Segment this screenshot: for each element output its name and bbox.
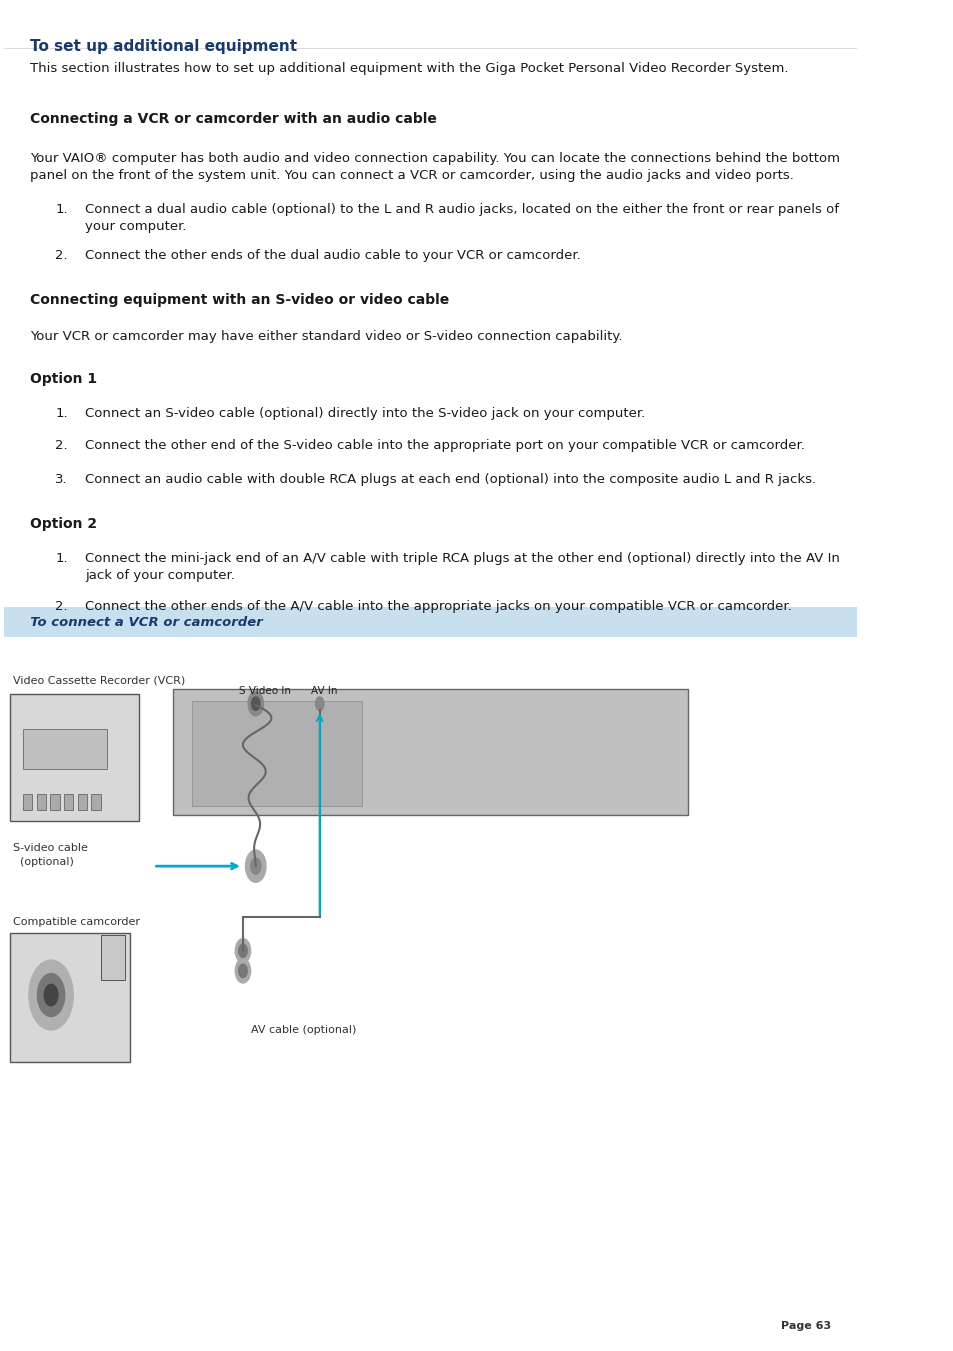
FancyBboxPatch shape (192, 701, 362, 805)
Circle shape (29, 961, 73, 1029)
Text: 2.: 2. (55, 600, 68, 613)
Text: 1.: 1. (55, 553, 68, 565)
FancyBboxPatch shape (64, 793, 73, 809)
Circle shape (248, 692, 263, 716)
FancyBboxPatch shape (23, 730, 107, 770)
FancyBboxPatch shape (23, 793, 32, 809)
FancyBboxPatch shape (100, 935, 125, 981)
Text: 3.: 3. (55, 473, 68, 486)
Circle shape (315, 697, 324, 711)
Text: To connect a VCR or camcorder: To connect a VCR or camcorder (21, 616, 263, 630)
Text: Connect the mini-jack end of an A/V cable with triple RCA plugs at the other end: Connect the mini-jack end of an A/V cabl… (85, 553, 840, 582)
Circle shape (245, 850, 266, 882)
Text: Video Cassette Recorder (VCR): Video Cassette Recorder (VCR) (12, 676, 185, 685)
Text: Compatible camcorder: Compatible camcorder (12, 917, 139, 927)
Text: To set up additional equipment: To set up additional equipment (30, 39, 296, 54)
FancyBboxPatch shape (10, 934, 131, 1062)
Text: This section illustrates how to set up additional equipment with the Giga Pocket: This section illustrates how to set up a… (30, 62, 787, 74)
Text: Your VAIO® computer has both audio and video connection capability. You can loca: Your VAIO® computer has both audio and v… (30, 151, 839, 182)
Circle shape (37, 974, 65, 1016)
Text: Connect the other end of the S-video cable into the appropriate port on your com: Connect the other end of the S-video cab… (85, 439, 804, 453)
Circle shape (44, 985, 58, 1005)
Text: S Video In: S Video In (238, 686, 291, 696)
Text: Connect the other ends of the A/V cable into the appropriate jacks on your compa: Connect the other ends of the A/V cable … (85, 600, 791, 613)
FancyBboxPatch shape (77, 793, 87, 809)
Text: Connect an S-video cable (optional) directly into the S-video jack on your compu: Connect an S-video cable (optional) dire… (85, 407, 645, 420)
Text: Connect an audio cable with double RCA plugs at each end (optional) into the com: Connect an audio cable with double RCA p… (85, 473, 816, 486)
Text: Connect the other ends of the dual audio cable to your VCR or camcorder.: Connect the other ends of the dual audio… (85, 249, 580, 262)
FancyBboxPatch shape (10, 694, 139, 820)
Text: AV In: AV In (311, 686, 337, 696)
Circle shape (235, 959, 251, 984)
Text: Connecting a VCR or camcorder with an audio cable: Connecting a VCR or camcorder with an au… (30, 112, 436, 126)
Text: Your VCR or camcorder may have either standard video or S-video connection capab: Your VCR or camcorder may have either st… (30, 331, 621, 343)
Circle shape (238, 965, 247, 978)
Circle shape (251, 858, 260, 874)
Text: Option 2: Option 2 (30, 517, 97, 531)
FancyBboxPatch shape (4, 607, 856, 636)
Circle shape (252, 697, 260, 711)
FancyBboxPatch shape (51, 793, 59, 809)
Text: 1.: 1. (55, 203, 68, 216)
Text: 1.: 1. (55, 407, 68, 420)
FancyBboxPatch shape (91, 793, 100, 809)
Text: 2.: 2. (55, 439, 68, 453)
Text: Connecting equipment with an S-video or video cable: Connecting equipment with an S-video or … (30, 293, 449, 307)
Text: S-video cable
  (optional): S-video cable (optional) (12, 843, 88, 866)
Text: Option 1: Option 1 (30, 372, 97, 386)
Text: Page 63: Page 63 (781, 1321, 831, 1331)
Circle shape (235, 939, 251, 963)
FancyBboxPatch shape (172, 689, 687, 815)
Text: Connect a dual audio cable (optional) to the L and R audio jacks, located on the: Connect a dual audio cable (optional) to… (85, 203, 839, 232)
FancyBboxPatch shape (36, 793, 46, 809)
Text: AV cable (optional): AV cable (optional) (252, 1024, 356, 1035)
Circle shape (238, 944, 247, 958)
Text: 2.: 2. (55, 249, 68, 262)
